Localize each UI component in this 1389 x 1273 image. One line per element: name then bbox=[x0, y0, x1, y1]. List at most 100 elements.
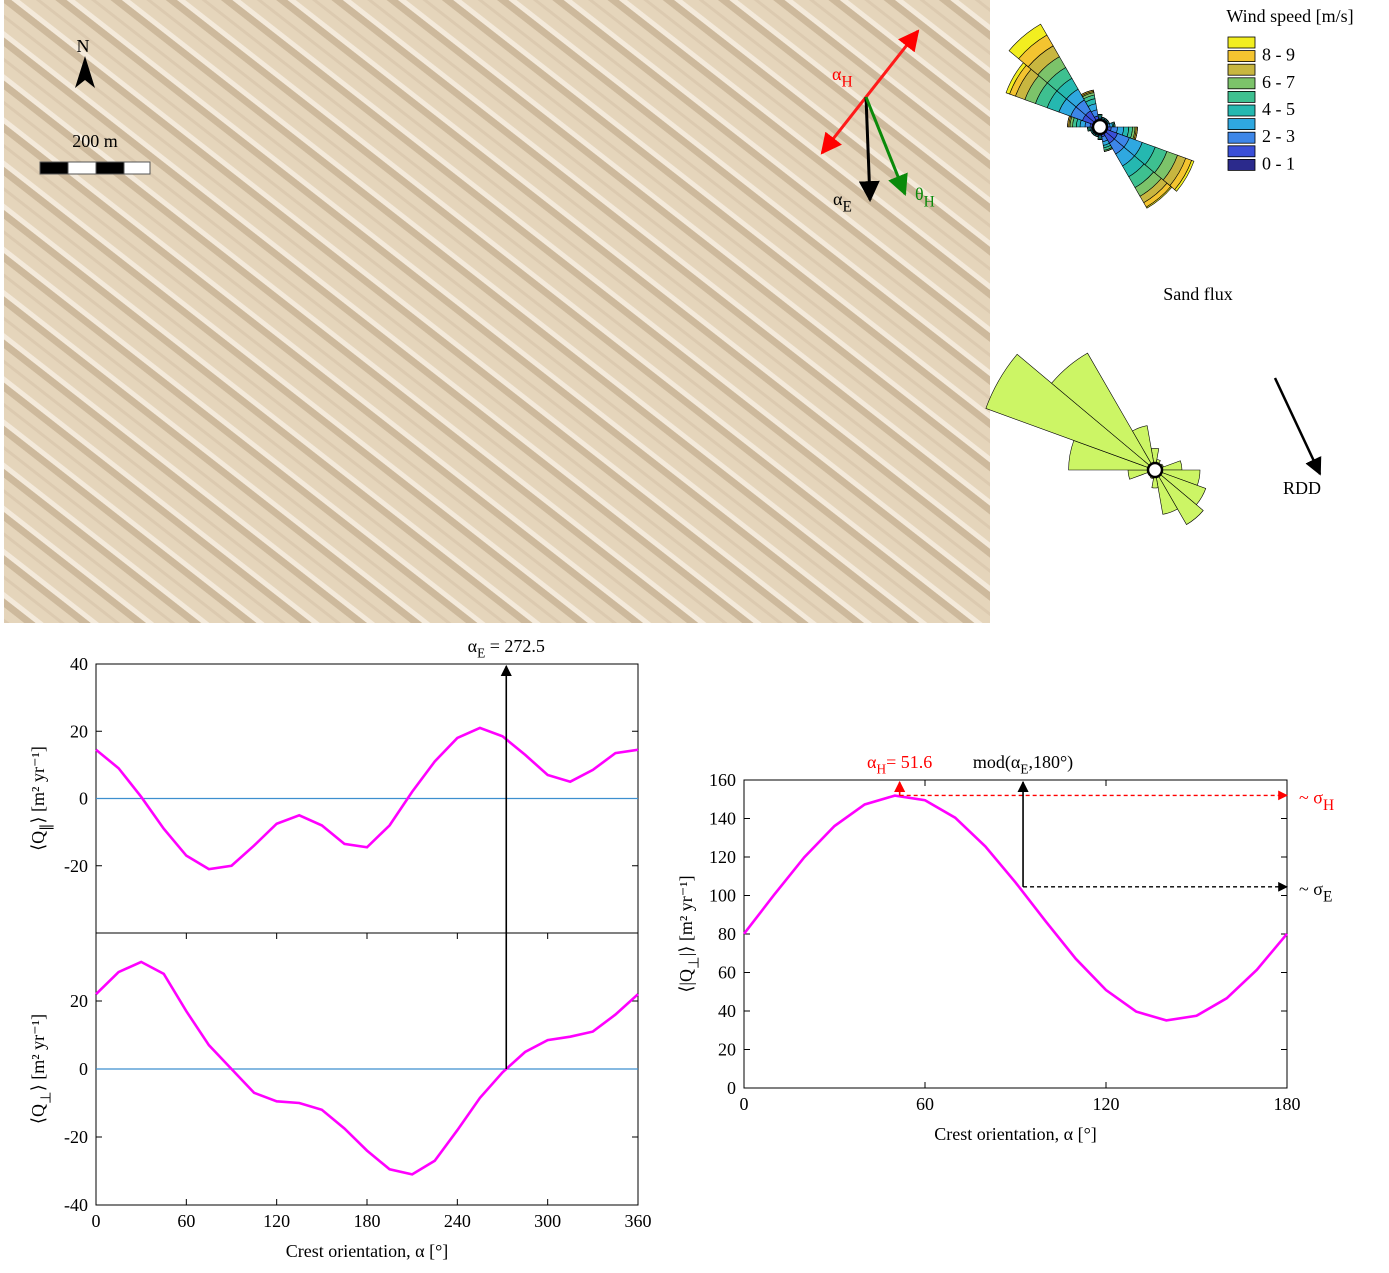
text-part: = 272.5 bbox=[485, 636, 545, 656]
legend-swatch bbox=[1227, 158, 1256, 171]
y-tick-label: 140 bbox=[709, 809, 736, 829]
dune-image bbox=[4, 0, 990, 623]
y-tick-label: 0 bbox=[727, 1078, 736, 1098]
scale-bar bbox=[39, 161, 151, 175]
x-tick-label: 60 bbox=[177, 1211, 195, 1231]
north-arrow bbox=[75, 56, 95, 88]
rose-segment bbox=[1151, 469, 1159, 489]
subscript: ⊥ bbox=[38, 1091, 54, 1104]
text-part: ⟨Q bbox=[28, 831, 48, 851]
legend-label: 4 - 5 bbox=[1262, 99, 1295, 119]
text-part: α bbox=[867, 752, 877, 772]
legend-swatch bbox=[1227, 104, 1256, 117]
legend-swatch bbox=[1227, 50, 1256, 62]
text-part: ~ σ bbox=[1299, 787, 1323, 807]
y-tick-label: 20 bbox=[70, 721, 88, 741]
annotation-label: αE = 272.5 bbox=[468, 636, 545, 661]
y-tick-label: -20 bbox=[64, 856, 88, 876]
text-part: θ bbox=[915, 184, 924, 204]
rose-segment bbox=[1174, 159, 1195, 192]
annotation-label: mod(αE,180°) bbox=[973, 752, 1073, 777]
annotation: RDD bbox=[1283, 478, 1321, 498]
legend-title: Wind speed [m/s] bbox=[1226, 6, 1353, 26]
y-tick-label: 120 bbox=[709, 847, 736, 867]
x-tick-label: 0 bbox=[92, 1211, 101, 1231]
legend-swatch bbox=[1227, 131, 1256, 144]
y-axis-label: ⟨|Q⊥|⟩ [m² yr⁻¹] bbox=[676, 875, 702, 992]
rose-segment bbox=[1145, 186, 1173, 209]
alpha-e-arrow bbox=[858, 96, 880, 203]
alpha-h-arrow bbox=[820, 29, 920, 155]
text-part: α bbox=[468, 636, 478, 656]
y-tick-label: -20 bbox=[64, 1127, 88, 1147]
text-part: ⟩ [m² yr⁻¹] bbox=[28, 746, 48, 823]
text-part: = 51.6 bbox=[886, 752, 932, 772]
subscript: E bbox=[477, 646, 485, 661]
y-axis-label: ⟨Q⊥⟩ [m² yr⁻¹] bbox=[28, 1014, 54, 1124]
rose-segment bbox=[1154, 469, 1204, 525]
subscript: H bbox=[924, 194, 935, 211]
text-part: ~ σ bbox=[1299, 879, 1323, 899]
x-axis-label: Crest orientation, α [°] bbox=[934, 1124, 1097, 1144]
x-tick-label: 240 bbox=[444, 1211, 471, 1231]
x-tick-label: 300 bbox=[534, 1211, 561, 1231]
rose-segment bbox=[985, 353, 1156, 471]
text-part: ⟨|Q bbox=[676, 969, 696, 993]
alpha-e-label: αE bbox=[833, 189, 852, 216]
legend-label: 6 - 7 bbox=[1262, 72, 1295, 92]
curve bbox=[95, 726, 639, 871]
y-tick-label: -40 bbox=[64, 1195, 88, 1215]
subscript: ∥ bbox=[38, 823, 54, 830]
text-part: ⟩ [m² yr⁻¹] bbox=[28, 1014, 48, 1091]
x-tick-label: 60 bbox=[916, 1094, 934, 1114]
alpha-h-label: αH bbox=[832, 64, 853, 91]
y-tick-label: 0 bbox=[79, 1059, 88, 1079]
x-tick-label: 180 bbox=[354, 1211, 381, 1231]
y-tick-label: 40 bbox=[718, 1001, 736, 1021]
subscript: ⊥ bbox=[686, 956, 702, 969]
theta-h-label: θH bbox=[915, 184, 935, 211]
curve bbox=[95, 960, 639, 1176]
rose-center bbox=[1146, 461, 1164, 479]
legend-swatch bbox=[1227, 77, 1256, 90]
north-label: N bbox=[77, 36, 90, 56]
x-axis-label: Crest orientation, α [°] bbox=[286, 1241, 449, 1261]
subscript: H bbox=[1323, 797, 1334, 814]
satellite-photo: N 200 m αH αE θH bbox=[4, 0, 990, 623]
subscript: E bbox=[842, 199, 851, 216]
x-tick-label: 120 bbox=[1093, 1094, 1120, 1114]
legend-label: 0 - 1 bbox=[1262, 153, 1295, 173]
rose-segment bbox=[1132, 425, 1156, 471]
x-tick-label: 180 bbox=[1274, 1094, 1301, 1114]
text-part: α bbox=[833, 189, 843, 209]
legend-swatch bbox=[1227, 118, 1256, 130]
legend-swatch bbox=[1227, 36, 1256, 49]
x-tick-label: 0 bbox=[740, 1094, 749, 1114]
y-tick-label: 40 bbox=[70, 654, 88, 674]
legend-label: 2 - 3 bbox=[1262, 126, 1295, 146]
text-part: |⟩ [m² yr⁻¹] bbox=[676, 875, 696, 956]
legend-label: 8 - 9 bbox=[1262, 45, 1295, 65]
legend-swatch bbox=[1227, 145, 1256, 158]
y-tick-label: 0 bbox=[79, 789, 88, 809]
y-tick-label: 160 bbox=[709, 770, 736, 790]
subscript: E bbox=[1020, 762, 1028, 777]
y-tick-label: 100 bbox=[709, 886, 736, 906]
text-part: mod(α bbox=[973, 752, 1021, 773]
theta-h-arrow bbox=[864, 96, 908, 196]
text-part: ⟨Q bbox=[28, 1104, 48, 1124]
rdd-arrow bbox=[1273, 377, 1322, 476]
chart-title: Sand flux bbox=[1163, 284, 1233, 304]
level-label: ~ σH bbox=[1299, 787, 1334, 814]
curve bbox=[742, 794, 1288, 1022]
subscript: E bbox=[1323, 888, 1332, 905]
y-tick-label: 20 bbox=[718, 1040, 736, 1060]
legend-swatch bbox=[1227, 91, 1256, 103]
y-axis-label: ⟨Q∥⟩ [m² yr⁻¹] bbox=[28, 746, 54, 851]
x-tick-label: 360 bbox=[625, 1211, 652, 1231]
x-tick-label: 120 bbox=[263, 1211, 290, 1231]
legend-swatch bbox=[1227, 63, 1256, 76]
rose-segment bbox=[1154, 469, 1178, 515]
